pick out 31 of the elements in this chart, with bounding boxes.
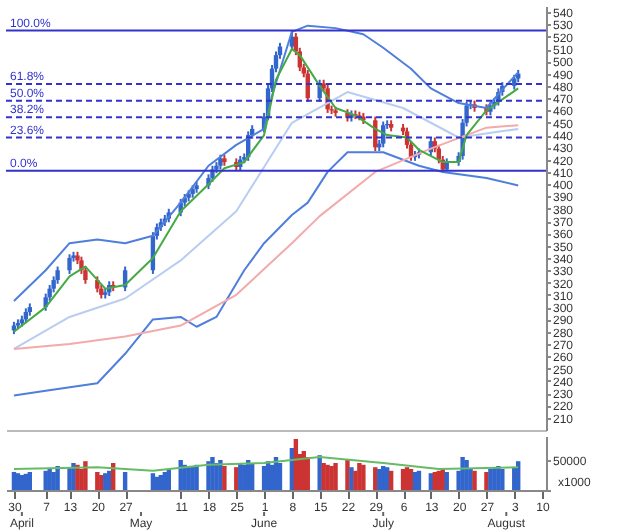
bar xyxy=(329,466,334,490)
bar xyxy=(23,473,29,490)
bar xyxy=(95,472,100,490)
line-series xyxy=(12,151,520,397)
bar xyxy=(357,463,362,490)
bar xyxy=(416,470,422,490)
bar xyxy=(79,469,84,490)
bar xyxy=(345,460,350,490)
bar xyxy=(321,463,326,490)
bar xyxy=(404,467,410,490)
candlestick xyxy=(67,253,72,275)
bar xyxy=(15,473,21,490)
bar xyxy=(55,466,60,490)
bar xyxy=(261,466,267,490)
bar xyxy=(158,475,164,490)
bar xyxy=(27,472,33,490)
bar xyxy=(83,461,88,490)
bar xyxy=(154,476,160,490)
bar xyxy=(222,466,227,490)
bar xyxy=(122,472,128,490)
bar xyxy=(277,463,283,490)
bar xyxy=(333,463,338,490)
bar xyxy=(381,466,386,490)
bar xyxy=(107,470,112,490)
bar xyxy=(150,473,156,490)
bar xyxy=(317,455,322,490)
bar xyxy=(11,472,17,490)
bar xyxy=(361,464,366,490)
bar xyxy=(400,469,406,490)
bar xyxy=(325,464,330,490)
line-series xyxy=(12,24,520,302)
